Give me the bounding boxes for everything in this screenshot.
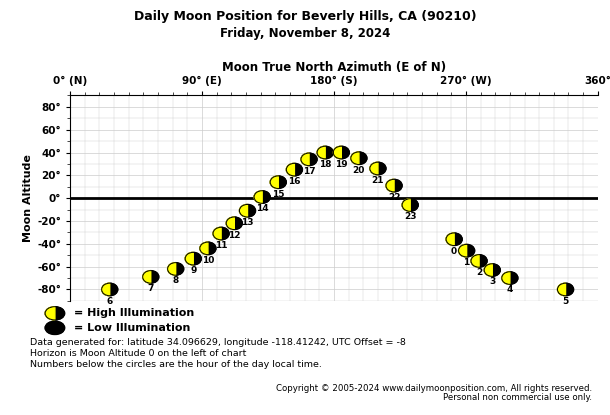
Wedge shape [270,176,278,188]
Wedge shape [471,255,479,267]
Text: Copyright © 2005-2024 www.dailymoonposition.com, All rights reserved.: Copyright © 2005-2024 www.dailymoonposit… [276,383,592,393]
Circle shape [471,255,487,267]
Wedge shape [254,191,262,203]
Wedge shape [286,164,295,176]
Circle shape [446,233,462,246]
Wedge shape [185,252,193,265]
Text: 2: 2 [476,269,482,277]
Text: 5: 5 [562,297,569,306]
Wedge shape [200,242,208,255]
Text: 3: 3 [489,278,495,286]
Circle shape [301,153,317,166]
Wedge shape [102,283,110,296]
Circle shape [502,272,518,284]
Text: 8: 8 [173,276,179,286]
Text: 4: 4 [507,286,513,295]
Text: 17: 17 [303,167,315,176]
Text: 19: 19 [335,160,348,169]
Circle shape [484,264,500,276]
Wedge shape [502,272,510,284]
Circle shape [168,263,184,275]
Text: Data generated for: latitude 34.096629, longitude -118.41242, UTC Offset = -8: Data generated for: latitude 34.096629, … [30,338,406,347]
Wedge shape [459,244,467,257]
Text: 20: 20 [353,166,365,175]
Wedge shape [143,271,151,283]
Wedge shape [333,146,342,159]
Circle shape [185,252,201,265]
Wedge shape [446,233,454,246]
Circle shape [459,244,475,257]
Circle shape [45,307,65,320]
Text: 14: 14 [256,205,268,213]
Text: 21: 21 [371,176,384,185]
Wedge shape [45,307,55,320]
Wedge shape [168,263,176,275]
Circle shape [270,176,286,188]
Text: = High Illumination: = High Illumination [74,308,195,318]
Text: 15: 15 [272,190,284,199]
Text: Daily Moon Position for Beverly Hills, CA (90210): Daily Moon Position for Beverly Hills, C… [134,10,476,23]
Text: 22: 22 [388,193,400,202]
Y-axis label: Moon Altitude: Moon Altitude [23,154,33,242]
Circle shape [351,152,367,164]
Circle shape [286,164,303,176]
Text: 12: 12 [228,231,240,240]
Wedge shape [386,179,394,192]
Text: 9: 9 [190,266,196,275]
Circle shape [333,146,350,159]
Circle shape [213,227,229,240]
Circle shape [102,283,118,296]
Circle shape [143,271,159,283]
Wedge shape [484,264,492,276]
Text: 6: 6 [107,297,113,306]
Text: 18: 18 [319,160,331,169]
Wedge shape [317,146,325,159]
Circle shape [200,242,216,255]
Circle shape [226,217,242,229]
Circle shape [386,179,402,192]
Text: 11: 11 [215,241,228,250]
Wedge shape [402,199,410,211]
Wedge shape [558,283,565,296]
X-axis label: Moon True North Azimuth (E of N): Moon True North Azimuth (E of N) [222,61,446,74]
Text: = Low Illumination: = Low Illumination [74,323,191,333]
Text: 16: 16 [288,177,301,186]
Text: 1: 1 [464,258,470,267]
Text: Horizon is Moon Altitude 0 on the left of chart: Horizon is Moon Altitude 0 on the left o… [30,349,247,358]
Wedge shape [351,152,359,164]
Text: 7: 7 [148,284,154,293]
Wedge shape [301,153,309,166]
Circle shape [370,162,386,175]
Text: Numbers below the circles are the hour of the day local time.: Numbers below the circles are the hour o… [30,360,322,369]
Circle shape [254,191,270,203]
Text: 10: 10 [202,256,214,265]
Circle shape [558,283,573,296]
Text: 13: 13 [241,218,254,227]
Text: Friday, November 8, 2024: Friday, November 8, 2024 [220,27,390,40]
Wedge shape [226,217,234,229]
Text: Personal non commercial use only.: Personal non commercial use only. [443,393,592,402]
Circle shape [45,321,65,334]
Circle shape [240,205,256,217]
Wedge shape [370,162,378,175]
Text: 0: 0 [451,247,458,256]
Wedge shape [240,205,248,217]
Text: 23: 23 [404,212,417,222]
Circle shape [402,199,418,211]
Circle shape [317,146,333,159]
Wedge shape [213,227,221,240]
